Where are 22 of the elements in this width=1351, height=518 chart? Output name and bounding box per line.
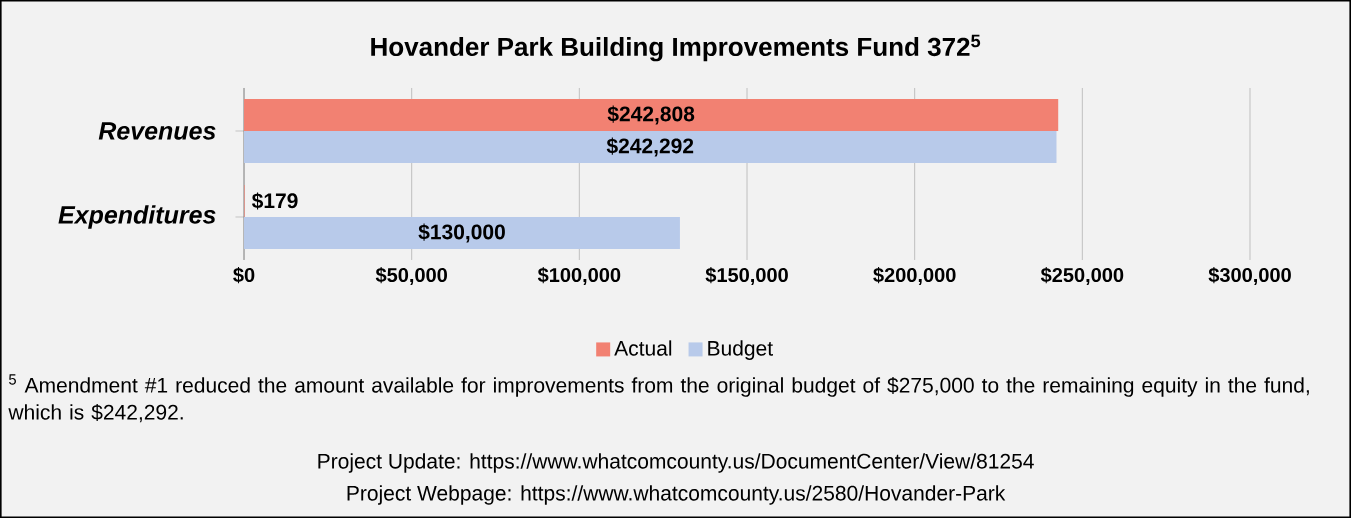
y-tick-label: Expenditures — [58, 205, 216, 229]
data-label: $130,000 — [418, 223, 505, 243]
legend-label: Budget — [708, 340, 773, 360]
y-tick-label: Revenues — [98, 122, 216, 140]
data-label: $242,292 — [606, 137, 694, 157]
data-label: $179 — [251, 192, 298, 210]
x-tick-label: $250,000 — [1040, 267, 1124, 285]
x-tick-label: $300,000 — [1208, 267, 1291, 285]
x-tick-label: $200,000 — [873, 267, 956, 285]
x-tick-label: $150,000 — [705, 267, 788, 285]
legend-label: Actual — [614, 340, 672, 356]
data-label: $242,808 — [607, 105, 695, 125]
x-tick-label: $0 — [233, 267, 255, 284]
bar — [244, 130, 1057, 163]
chart-title: Hovander Park Building Improvements Fund 372$^{5}$ — [371, 34, 981, 62]
bar — [244, 216, 680, 249]
bar — [244, 98, 1059, 131]
x-tick-label: $50,000 — [375, 267, 447, 285]
text: Project Webpage: https://www.whatcomcounty.us/2580/Hovander-Park — [347, 485, 1006, 505]
text: Project Update: https://www.whatcomcounty.us/DocumentCenter/View/81254 — [318, 453, 1034, 473]
text: $^{5}$ Amendment #1 reduced the amount available for improvements from the original budget of $275,000 to the remaining equity in the fund, which is $242,292. — [8, 374, 1309, 423]
x-tick-label: $100,000 — [537, 267, 621, 285]
